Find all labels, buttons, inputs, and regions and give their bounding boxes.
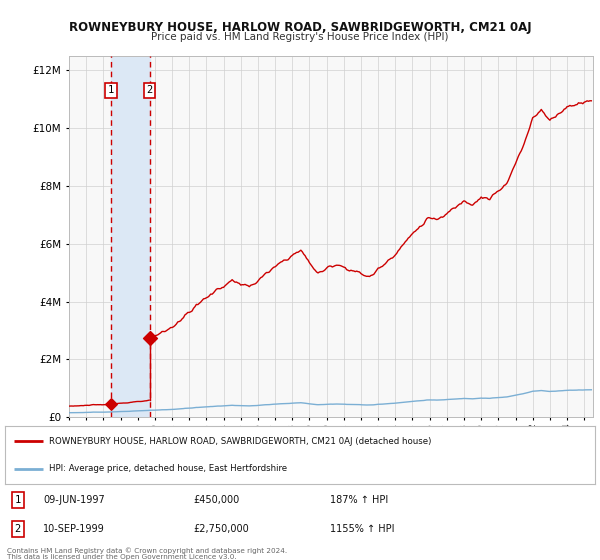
Text: 187% ↑ HPI: 187% ↑ HPI <box>329 495 388 505</box>
Bar <box>111 56 150 417</box>
Text: 2: 2 <box>146 85 153 95</box>
Point <box>106 400 116 409</box>
Text: 09-JUN-1997: 09-JUN-1997 <box>43 495 105 505</box>
Text: HPI: Average price, detached house, East Hertfordshire: HPI: Average price, detached house, East… <box>49 464 287 473</box>
Text: 10-SEP-1999: 10-SEP-1999 <box>43 524 105 534</box>
Text: £450,000: £450,000 <box>194 495 240 505</box>
Text: 1: 1 <box>14 495 21 505</box>
Text: £2,750,000: £2,750,000 <box>194 524 250 534</box>
Text: 1: 1 <box>108 85 114 95</box>
Text: Contains HM Land Registry data © Crown copyright and database right 2024.: Contains HM Land Registry data © Crown c… <box>7 547 287 554</box>
Text: ROWNEYBURY HOUSE, HARLOW ROAD, SAWBRIDGEWORTH, CM21 0AJ (detached house): ROWNEYBURY HOUSE, HARLOW ROAD, SAWBRIDGE… <box>49 437 431 446</box>
Text: This data is licensed under the Open Government Licence v3.0.: This data is licensed under the Open Gov… <box>7 554 237 560</box>
Point <box>145 333 155 342</box>
Text: Price paid vs. HM Land Registry's House Price Index (HPI): Price paid vs. HM Land Registry's House … <box>151 32 449 43</box>
Text: 2: 2 <box>14 524 21 534</box>
Text: ROWNEYBURY HOUSE, HARLOW ROAD, SAWBRIDGEWORTH, CM21 0AJ: ROWNEYBURY HOUSE, HARLOW ROAD, SAWBRIDGE… <box>68 21 532 34</box>
Text: 1155% ↑ HPI: 1155% ↑ HPI <box>329 524 394 534</box>
